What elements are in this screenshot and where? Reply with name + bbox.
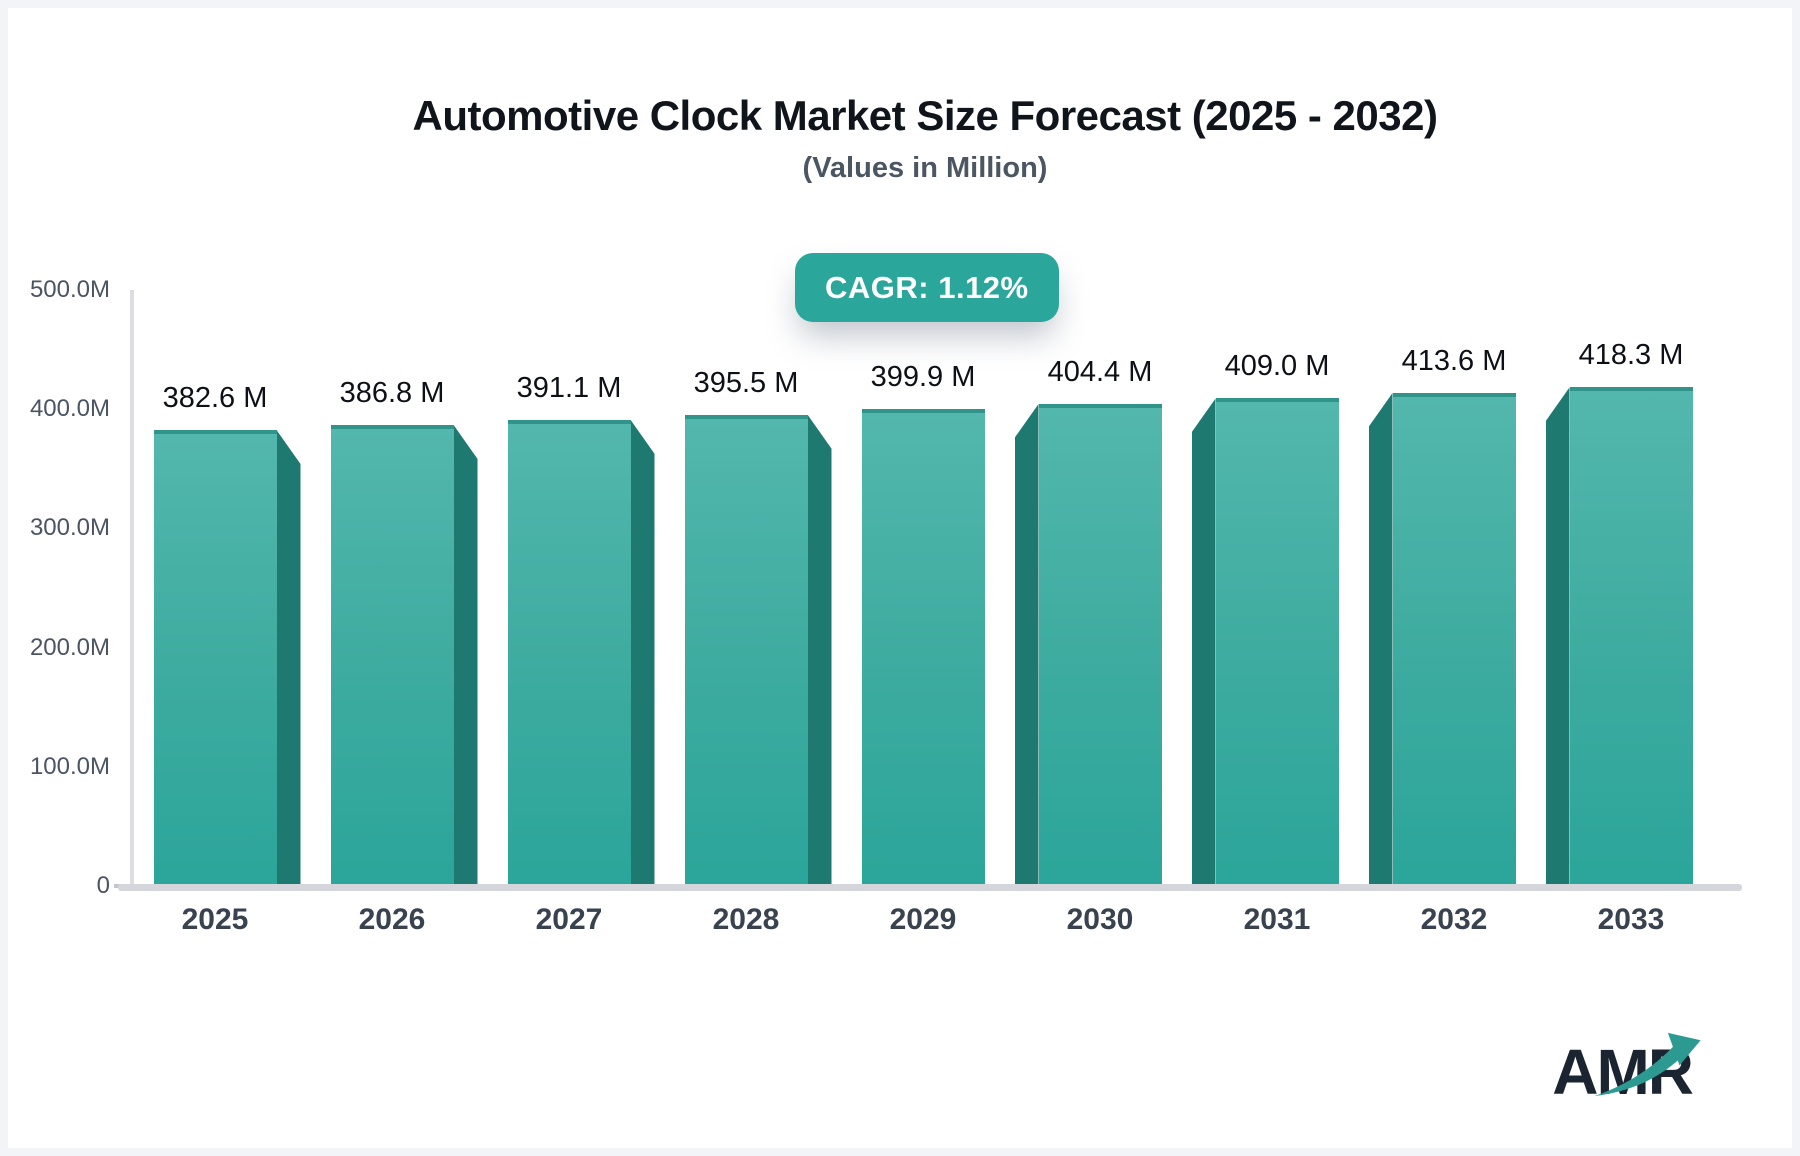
- x-axis-label-2025: 2025: [181, 903, 249, 936]
- bar-value-label-2029: 399.9 M: [870, 361, 976, 394]
- bar-value-label-2026: 386.8 M: [339, 376, 445, 409]
- bar-value-label-2030: 404.4 M: [1047, 355, 1153, 388]
- y-axis-label-300.0M: 300.0M: [29, 514, 110, 542]
- x-axis-label-2029: 2029: [889, 903, 957, 936]
- growth-arrow-icon: [1594, 1032, 1701, 1097]
- bar-2032[interactable]: [1392, 392, 1516, 888]
- bar-value-label-2025: 382.6 M: [162, 381, 268, 414]
- bar-2027[interactable]: [507, 419, 631, 888]
- chart-subtitle: (Values in Million): [802, 152, 1048, 184]
- x-axis-label-2032: 2032: [1420, 903, 1488, 936]
- brand-logo: AMR: [1552, 1032, 1701, 1108]
- bar-2033[interactable]: [1569, 387, 1693, 888]
- bar-2028[interactable]: [684, 414, 808, 888]
- bar-2025[interactable]: [153, 429, 277, 888]
- y-axis-line: [130, 290, 134, 888]
- bar-value-label-2032: 413.6 M: [1401, 344, 1507, 377]
- x-axis-label-2028: 2028: [712, 903, 780, 936]
- bar-value-label-2031: 409.0 M: [1224, 350, 1330, 383]
- bar-2029[interactable]: [861, 409, 985, 888]
- y-axis-label-400.0M: 400.0M: [29, 395, 110, 423]
- y-axis-label-500.0M: 500.0M: [29, 276, 110, 303]
- cagr-badge: CAGR: 1.12%: [795, 253, 1059, 322]
- bar-side-2025: [276, 429, 301, 888]
- x-axis-label-2033: 2033: [1597, 903, 1665, 936]
- cagr-badge-label: CAGR: 1.12%: [825, 269, 1029, 305]
- brand-logo-text: AMR: [1552, 1036, 1694, 1108]
- bar-side-2026: [453, 424, 478, 888]
- bar-2031[interactable]: [1215, 398, 1339, 888]
- x-axis-label-2030: 2030: [1066, 903, 1134, 936]
- y-axis-label-200.0M: 200.0M: [29, 633, 110, 661]
- bar-side-2027: [630, 419, 655, 888]
- x-axis-label-2026: 2026: [358, 903, 426, 936]
- bar-value-label-2027: 391.1 M: [516, 371, 622, 404]
- bar-side-2028: [807, 414, 832, 888]
- bar-2026[interactable]: [330, 424, 454, 888]
- chart-title: Automotive Clock Market Size Forecast (2…: [412, 92, 1438, 139]
- bar-side-2033: [1545, 387, 1570, 888]
- bar-2030[interactable]: [1038, 403, 1162, 888]
- y-axis-label-0: 0: [96, 872, 110, 899]
- bar-value-label-2028: 395.5 M: [693, 366, 799, 399]
- x-axis-label-2027: 2027: [535, 903, 603, 936]
- bar-side-2031: [1191, 398, 1216, 888]
- y-axis-label-100.0M: 100.0M: [29, 752, 110, 780]
- bar-side-2030: [1014, 403, 1039, 888]
- bar-side-2032: [1368, 392, 1393, 888]
- x-axis-label-2031: 2031: [1243, 903, 1311, 936]
- x-axis-line: [118, 884, 1742, 891]
- bar-value-label-2033: 418.3 M: [1578, 339, 1684, 372]
